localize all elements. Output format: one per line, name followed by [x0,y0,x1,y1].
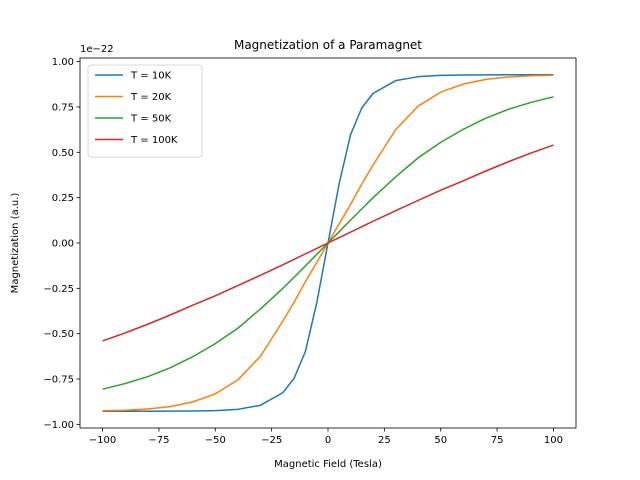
y-axis-label: Magnetization (a.u.) [10,193,21,294]
y-tick-label: −1.00 [43,420,74,431]
x-tick-label: 50 [434,435,447,446]
chart-title: Magnetization of a Paramagnet [234,38,422,52]
y-tick-label: 0.75 [52,102,74,113]
legend-label-2: T = 50K [130,114,172,125]
plot-area-frame [79,57,577,429]
legend-label-3: T = 100K [130,135,178,146]
legend-label-1: T = 20K [130,92,172,103]
y-tick-label: 0.25 [52,193,74,204]
x-axis-ticks: −100 −75 −50 −25 0 25 50 75 100 [89,428,563,446]
x-tick-label: 0 [325,435,331,446]
y-offset-label: 1e−22 [80,44,114,55]
y-tick-label: −0.50 [43,329,74,340]
x-tick-label: −100 [89,435,116,446]
y-tick-label: −0.25 [43,284,74,295]
legend: T = 10K T = 20K T = 50K T = 100K [87,64,203,158]
x-tick-label: −75 [148,435,169,446]
y-tick-label: 0.00 [52,239,74,250]
y-tick-label: −0.75 [43,375,74,386]
legend-label-0: T = 10K [130,71,172,82]
x-axis-label: Magnetic Field (Tesla) [274,459,382,470]
y-axis-ticks: −1.00 −0.75 −0.50 −0.25 0.00 0.25 0.50 0.75 1.00 [43,57,80,431]
x-tick-label: −50 [205,435,226,446]
plot-lines [102,73,554,413]
y-tick-label: 0.50 [52,148,74,159]
x-tick-label: 25 [378,435,391,446]
x-tick-label: 75 [491,435,504,446]
x-tick-label: 100 [544,435,563,446]
y-tick-label: 1.00 [52,57,74,68]
x-tick-label: −25 [261,435,282,446]
series-line-3 [102,144,554,342]
legend-box [87,64,203,158]
